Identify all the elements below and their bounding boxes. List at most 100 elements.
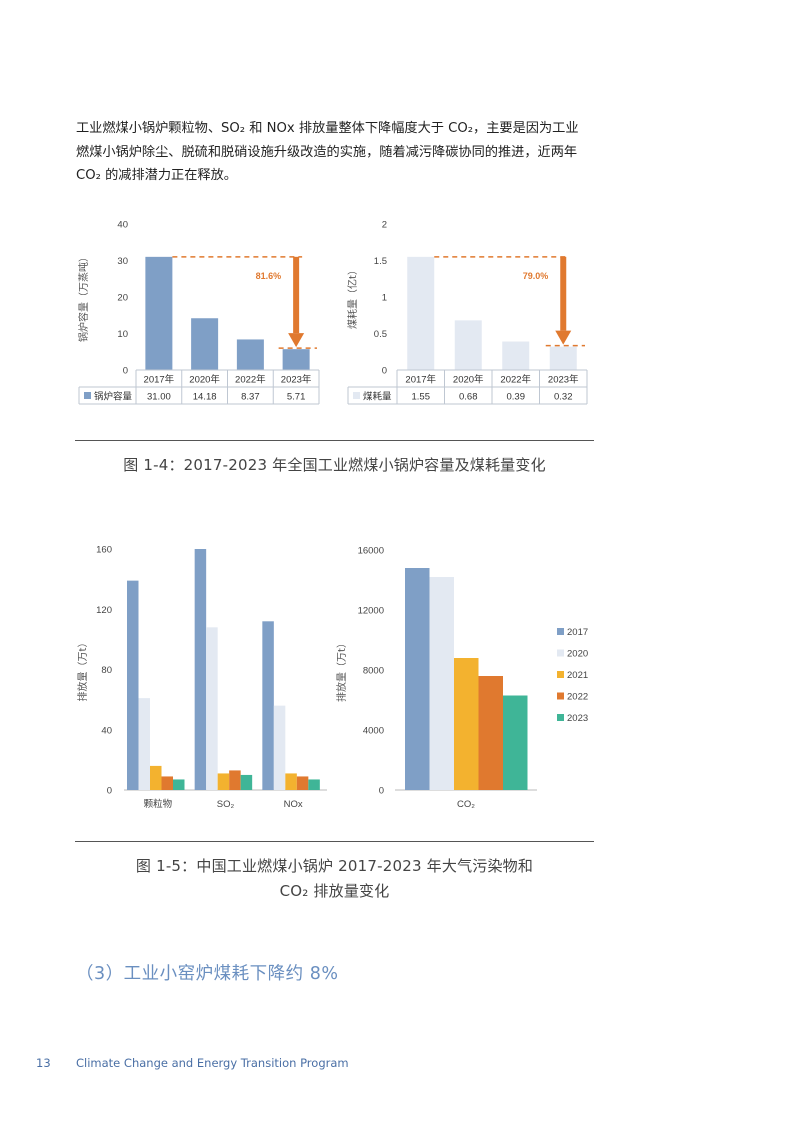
capacity-reduction-label: 81.6% bbox=[256, 271, 282, 281]
pollutants-bar-2020 bbox=[273, 705, 286, 790]
capacity-ytick: 10 bbox=[117, 329, 128, 340]
intro-paragraph: 工业燃煤小锅炉颗粒物、SO₂ 和 NOx 排放量整体下降幅度大于 CO₂，主要是… bbox=[76, 117, 596, 188]
capacity-table-value: 14.18 bbox=[193, 392, 217, 403]
intro-line-1: 工业燃煤小锅炉颗粒物、SO₂ 和 NOx 排放量整体下降幅度大于 CO₂，主要是… bbox=[76, 121, 579, 136]
co2-bar-2021 bbox=[454, 658, 479, 790]
pollutants-ytick: 160 bbox=[96, 545, 112, 556]
capacity-category-label: 2023年 bbox=[281, 374, 312, 386]
figure-1-4-caption: 图 1-4：2017-2023 年全国工业燃煤小锅炉容量及煤耗量变化 bbox=[123, 456, 546, 474]
pollutants-bar-2017 bbox=[262, 621, 274, 790]
capacity-arrow-shaft bbox=[293, 256, 300, 334]
coal-use-ytick: 1 bbox=[382, 293, 387, 304]
capacity-legend-swatch bbox=[84, 392, 91, 399]
coal-use-table-value: 0.68 bbox=[459, 392, 478, 403]
pollutants-bar-2022 bbox=[296, 776, 309, 790]
pollutants-category-label: NOx bbox=[284, 799, 303, 810]
figure-1-5-caption-line-2: CO₂ 排放量变化 bbox=[279, 882, 390, 900]
pollutants-bar-2023 bbox=[308, 779, 320, 790]
intro-line-2: 燃煤小锅炉除尘、脱硫和脱硝设施升级改造的实施，随着减污降碳协同的推进，近两年 bbox=[76, 144, 578, 160]
coal-use-table-value: 0.32 bbox=[554, 392, 573, 403]
capacity-ytick: 20 bbox=[117, 293, 128, 304]
capacity-legend-label: 锅炉容量 bbox=[94, 391, 133, 403]
co2-ytick: 4000 bbox=[363, 726, 384, 737]
pollutants-bar-2021 bbox=[285, 773, 297, 790]
footer-program-name: Climate Change and Energy Transition Pro… bbox=[76, 1056, 349, 1070]
coal-use-ytick: 2 bbox=[382, 220, 387, 231]
figure-1-4-rule bbox=[75, 440, 594, 441]
legend-label-2021: 2021 bbox=[567, 670, 588, 681]
pollutants-ytick: 40 bbox=[101, 725, 112, 736]
co2-bar-2020 bbox=[429, 577, 454, 790]
figure-1-5-rule bbox=[75, 841, 594, 842]
legend-swatch-2022 bbox=[557, 692, 564, 700]
coal-use-ytick: 0 bbox=[382, 366, 387, 377]
pollutants-bar-2021 bbox=[217, 773, 230, 790]
coal-use-bar bbox=[502, 341, 530, 370]
pollutants-bar-2020 bbox=[138, 698, 150, 790]
coal-use-table-value: 0.39 bbox=[507, 392, 526, 403]
pollutants-bar-2017 bbox=[194, 549, 207, 790]
pollutants-category-label: 颗粒物 bbox=[144, 798, 173, 810]
co2-ylabel: 排放量（万t） bbox=[335, 638, 348, 702]
legend-label-2017: 2017 bbox=[567, 627, 588, 638]
capacity-arrow-head bbox=[288, 333, 305, 348]
capacity-table-value: 8.37 bbox=[241, 392, 260, 403]
coal-use-bar bbox=[549, 346, 577, 370]
co2-category-label: CO₂ bbox=[457, 799, 475, 810]
capacity-ylabel: 锅炉容量（万蒸吨） bbox=[77, 252, 90, 342]
pollutants-bar-2022 bbox=[161, 776, 173, 790]
pollutants-ytick: 0 bbox=[107, 786, 112, 797]
pollutants-bar-2023 bbox=[240, 774, 253, 790]
pollutants-ytick: 120 bbox=[96, 605, 112, 616]
coal-use-category-label: 2020年 bbox=[453, 374, 484, 386]
legend-label-2020: 2020 bbox=[567, 649, 588, 660]
legend-label-2022: 2022 bbox=[567, 692, 588, 703]
capacity-category-label: 2020年 bbox=[189, 374, 220, 386]
section-heading: （3）工业小窑炉煤耗下降约 8% bbox=[76, 964, 339, 984]
coal-use-ylabel: 煤耗量（亿t） bbox=[346, 265, 359, 329]
coal-use-category-label: 2017年 bbox=[405, 374, 436, 386]
pollutants-ylabel: 排放量（万t） bbox=[76, 638, 89, 702]
capacity-bar bbox=[191, 318, 219, 370]
co2-ytick: 12000 bbox=[358, 606, 384, 617]
capacity-table-value: 31.00 bbox=[147, 392, 171, 403]
capacity-bar bbox=[145, 256, 173, 370]
legend-swatch-2020 bbox=[557, 649, 564, 657]
coal-use-arrow-head bbox=[555, 330, 572, 345]
figure-1-5-caption-line-1: 图 1-5：中国工业燃煤小锅炉 2017-2023 年大气污染物和 bbox=[135, 857, 534, 875]
pollutants-bar-2020 bbox=[206, 627, 218, 790]
pollutants-bar-2022 bbox=[229, 770, 241, 790]
legend-swatch-2021 bbox=[557, 671, 564, 678]
co2-ytick: 16000 bbox=[358, 546, 384, 557]
coal-use-bar bbox=[454, 320, 482, 370]
capacity-category-label: 2017年 bbox=[144, 374, 175, 386]
pollutants-bar-2017 bbox=[127, 580, 139, 790]
coal-use-legend-label: 煤耗量 bbox=[363, 391, 392, 403]
capacity-bar bbox=[282, 349, 310, 370]
legend-swatch-2017 bbox=[557, 628, 564, 635]
figure-1-5-charts: 0 40 80 120 160 排放量（万t） 颗粒物 SO₂ NOx 0 4000 8000 1200… bbox=[76, 545, 588, 811]
pollutants-category-label: SO₂ bbox=[217, 799, 235, 810]
intro-line-3: CO₂ 的减排潜力正在释放。 bbox=[76, 168, 237, 183]
capacity-table-value: 5.71 bbox=[287, 392, 306, 403]
coal-use-ytick: 1.5 bbox=[374, 256, 387, 267]
coal-use-bar bbox=[407, 256, 435, 370]
capacity-ytick: 30 bbox=[117, 256, 128, 267]
page-number: 13 bbox=[36, 1056, 51, 1070]
coal-use-arrow-shaft bbox=[560, 256, 567, 331]
capacity-ytick: 0 bbox=[123, 366, 128, 377]
pollutants-ytick: 80 bbox=[101, 665, 112, 676]
capacity-ytick: 40 bbox=[117, 220, 128, 231]
coal-use-reduction-label: 79.0% bbox=[523, 271, 549, 281]
pollutants-bar-2021 bbox=[150, 765, 162, 790]
co2-ytick: 0 bbox=[379, 786, 384, 797]
co2-bar-2023 bbox=[503, 695, 528, 790]
coal-use-ytick: 0.5 bbox=[374, 329, 387, 340]
capacity-bar bbox=[236, 339, 264, 370]
coal-use-table-value: 1.55 bbox=[412, 392, 431, 403]
co2-ytick: 8000 bbox=[363, 666, 384, 677]
capacity-category-label: 2022年 bbox=[235, 374, 266, 386]
coal-use-legend-swatch bbox=[353, 392, 360, 399]
co2-bar-2017 bbox=[405, 568, 430, 790]
